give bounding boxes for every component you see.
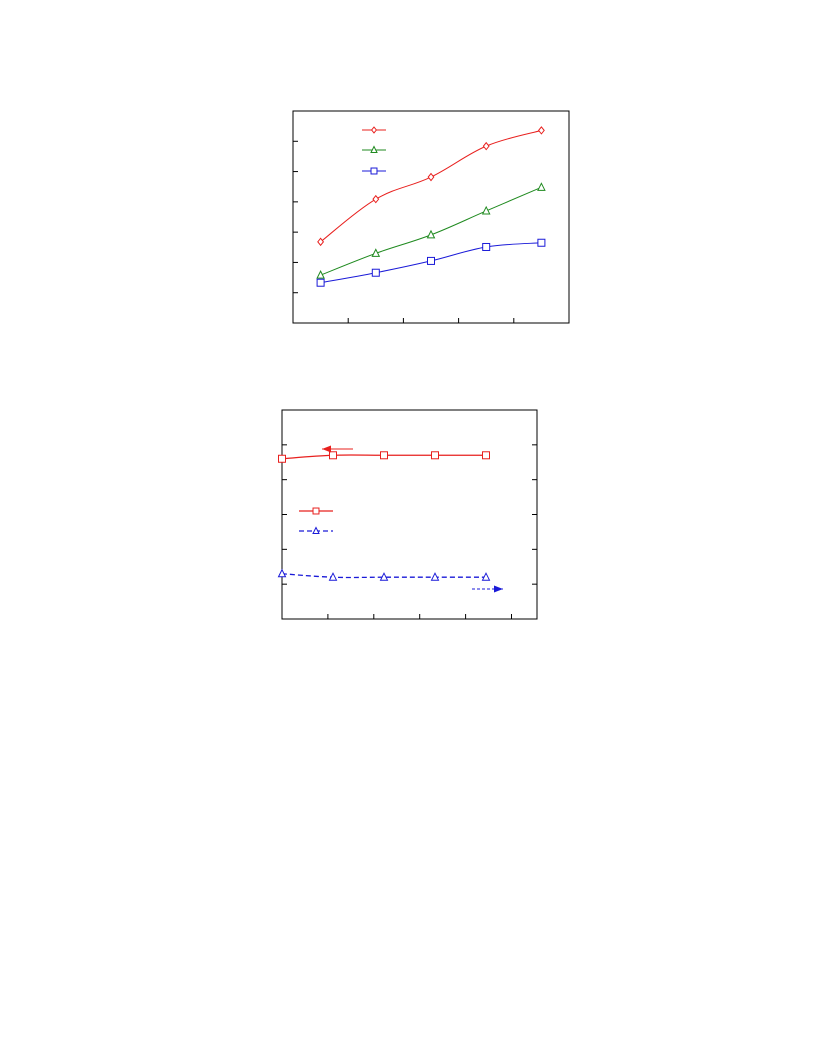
- chart1-series-1-line: [320, 129, 542, 243]
- chart1-series-3-point-2: [371, 268, 380, 277]
- chart1-legend-marker-3: [370, 167, 378, 175]
- chart1-series-1-point-5: [537, 126, 545, 135]
- chart1-series-1-point-4: [482, 141, 490, 151]
- chart2-series-2-point-5: [481, 572, 491, 581]
- chart2-series-2-point-1: [277, 568, 287, 578]
- chart1-series-2-point-2: [371, 248, 381, 257]
- chart2-legend-marker-2: [312, 526, 320, 534]
- chart1-plot-frame: [292, 110, 570, 324]
- chart1-series-3-point-4: [482, 242, 491, 251]
- chart2-axis-arrow-head-2: [494, 585, 503, 593]
- chart2-series-1-point-1: [278, 454, 286, 463]
- chart1-series-1-point-2: [372, 194, 380, 204]
- chart2-series-1-point-3: [380, 451, 388, 460]
- chart1-series-2-point-4: [481, 205, 491, 215]
- chart2-series-2-point-2: [328, 572, 338, 581]
- chart2-series-1-point-2: [329, 451, 337, 460]
- chart1-series-3-point-3: [427, 256, 435, 265]
- chart2-axis-arrow-head-1: [322, 445, 331, 453]
- chart2-series-2-point-3: [379, 572, 389, 581]
- chart1-series-2-point-5: [537, 182, 546, 191]
- chart1-series-3-point-1: [316, 278, 325, 287]
- chart1-series-2-point-1: [316, 270, 325, 279]
- chart1-series-2-point-3: [426, 229, 436, 239]
- chart2-series-1-point-5: [482, 451, 490, 460]
- chart1-series-1-point-3: [427, 172, 435, 182]
- chart2-series-2-point-4: [430, 572, 440, 581]
- chart2-series-2-line: [281, 573, 486, 579]
- chart2-legend-marker-1: [312, 507, 320, 515]
- chart1-series-1-point-1: [317, 237, 325, 247]
- chart1-legend-marker-2: [370, 145, 378, 153]
- chart1-legend-marker-1: [370, 126, 378, 134]
- chart2-series-1-point-4: [431, 451, 439, 460]
- chart1-series-3-point-5: [537, 238, 546, 247]
